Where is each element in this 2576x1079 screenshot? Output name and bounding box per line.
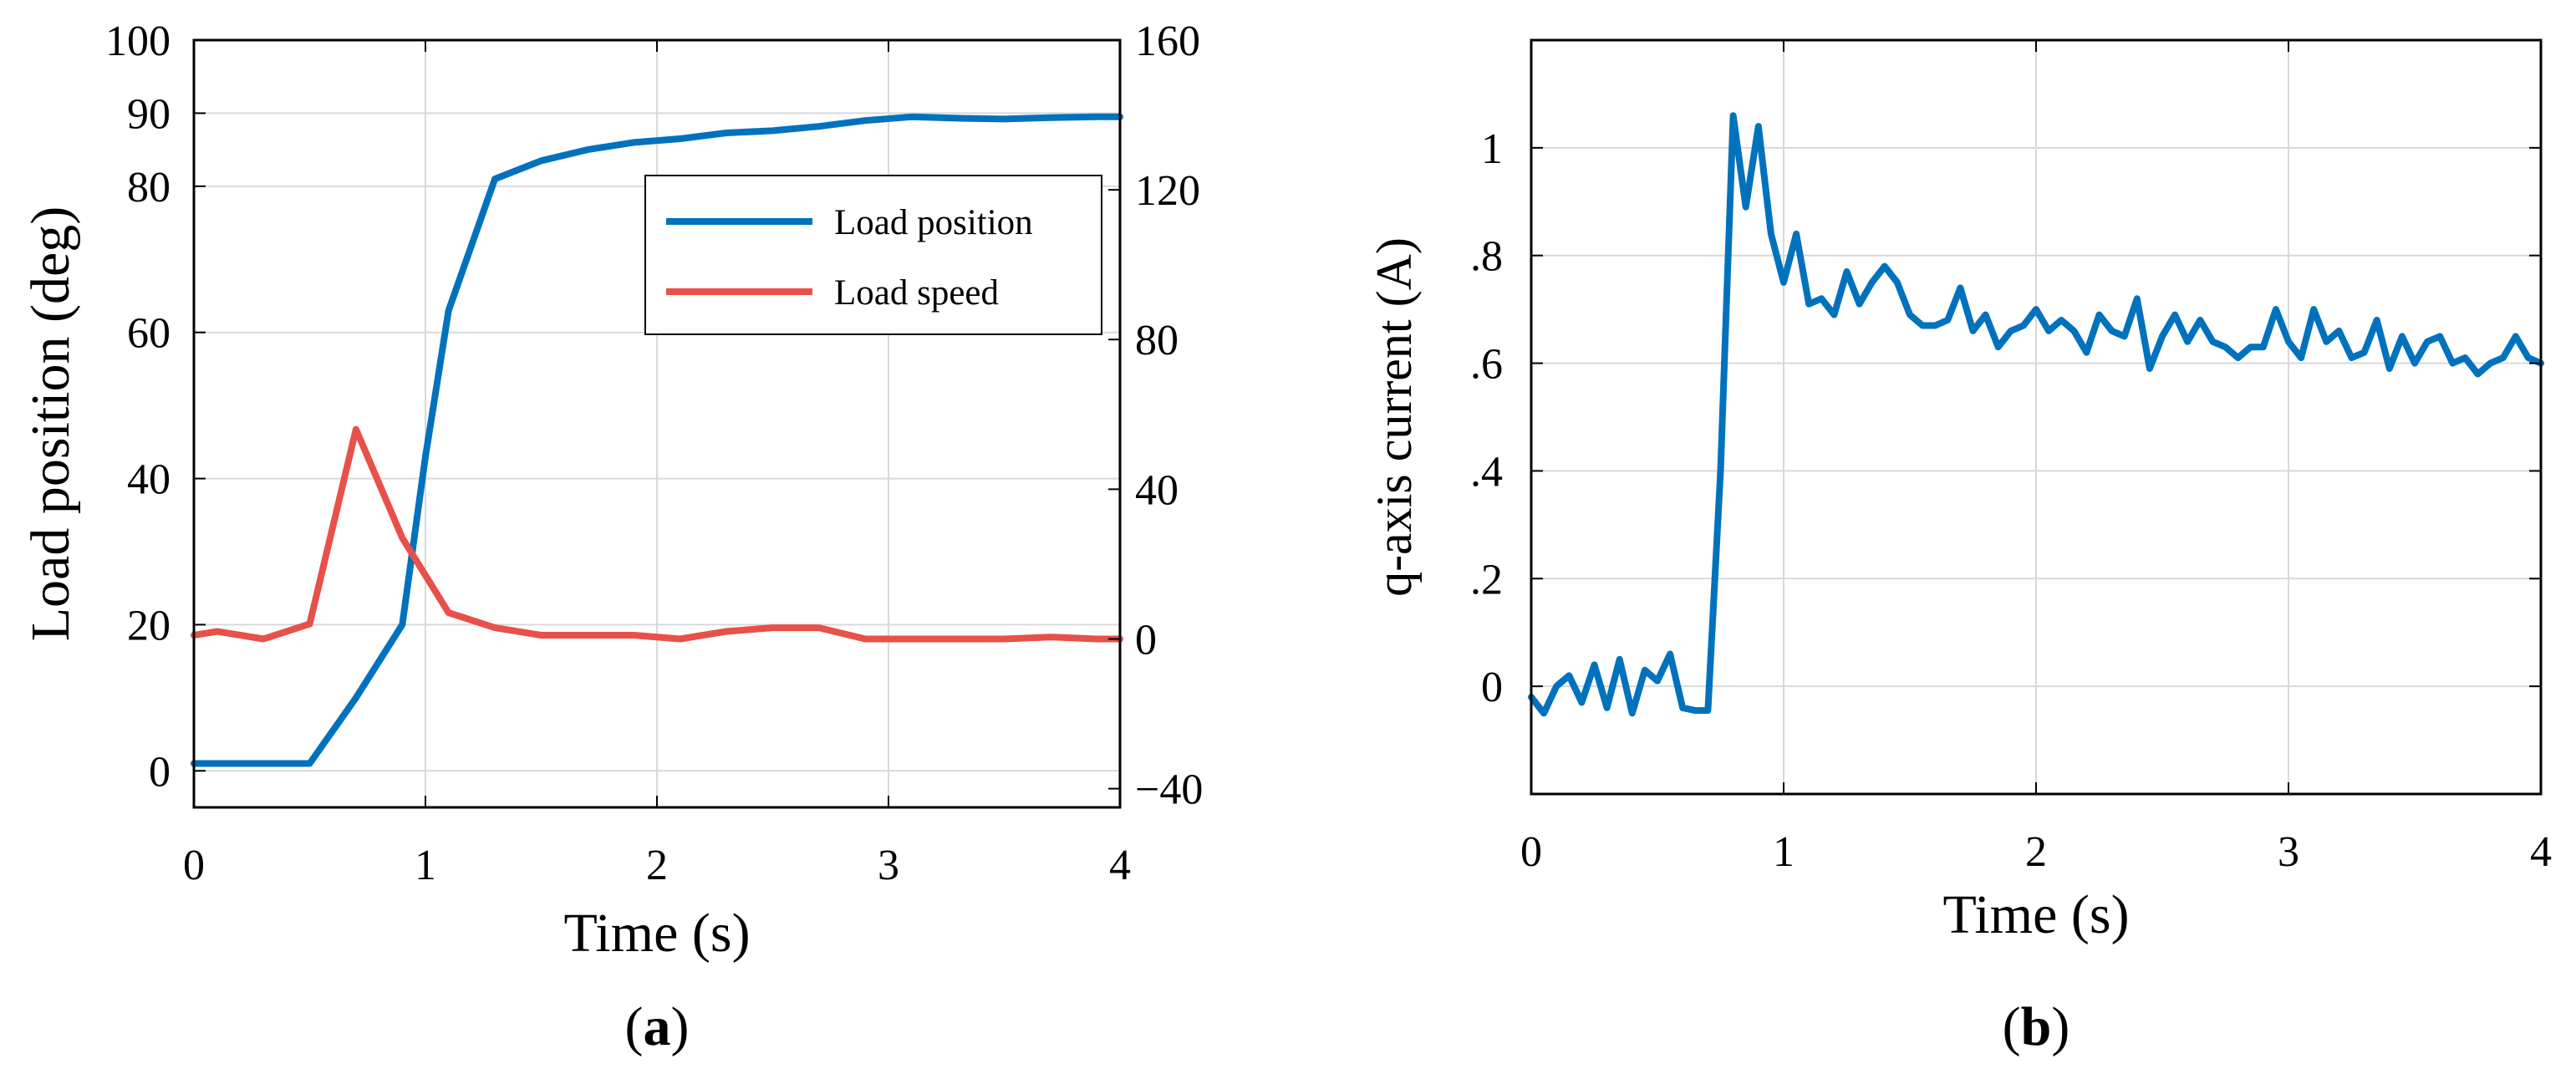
series-line-q-axis-current [1528,112,2544,717]
chart-a-tick-marks [193,39,1121,807]
chart-a-x-axis-label: Time (s) [563,903,750,964]
y2-tick-label: −40 [1135,766,1203,814]
panel-b-label: (b) [2003,996,2070,1057]
y-tick-label: 0 [1481,664,1503,711]
panel-a-label-open: ( [625,996,644,1057]
legend-entry-label: Load position [834,203,1033,242]
panel-b-label-open: ( [2003,996,2021,1057]
x-tick-label: 2 [2025,828,2047,876]
x-tick-label: 4 [1109,842,1131,889]
chart-b-gridlines [1531,40,2541,794]
chart-a-series-lines [191,113,1123,767]
y2-tick-label: 0 [1135,616,1157,664]
y2-tick-label: 160 [1135,18,1200,65]
y-tick-label: 100 [105,18,171,65]
panel-a-label-close: ) [671,996,690,1057]
legend-box [644,175,1102,335]
chart-a-gridlines [194,40,1120,807]
x-tick-label: 2 [646,842,668,889]
chart-b-series-lines [1528,112,2544,717]
chart-a-legend: Load position Load speed [644,175,1102,335]
y-tick-label: .2 [1470,556,1503,603]
chart-b-tick-labels: 0 1 2 3 4 0 .2 .4 .6 .8 1 [1470,125,2552,876]
y2-tick-label: 40 [1135,466,1179,514]
x-tick-label: 0 [183,842,205,889]
x-tick-label: 1 [415,842,436,889]
x-tick-label: 3 [878,842,899,889]
y-tick-label: 80 [127,164,171,211]
chart-b-x-axis-label: Time (s) [1942,884,2129,945]
y-tick-label: .8 [1470,233,1503,281]
series-line-load-speed [191,425,1123,643]
x-tick-label: 1 [1773,828,1795,876]
panel-a-label: (a) [625,996,690,1057]
chart-a-y-axis-label: Load position (deg) [20,206,81,642]
y-tick-label: 40 [127,456,171,504]
chart-b-y-axis-label: q-axis current (A) [1367,237,1422,597]
panel-b-label-close: ) [2051,996,2069,1057]
y-tick-label: 1 [1481,125,1503,173]
y-tick-label: 0 [149,748,171,796]
y-tick-label: .4 [1470,448,1503,496]
chart-b-tick-marks [1530,40,2542,794]
panel-b-label-letter: b [2021,996,2052,1057]
legend-entry-label: Load speed [834,273,999,313]
x-tick-label: 4 [2530,828,2552,876]
x-tick-label: 0 [1520,828,1542,876]
x-tick-label: 3 [2278,828,2299,876]
y2-tick-label: 80 [1135,317,1179,364]
series-line-load-position [191,113,1123,767]
y-tick-label: .6 [1470,341,1503,389]
y-tick-label: 90 [127,90,171,138]
chart-b: 0 1 2 3 4 0 .2 .4 .6 .8 1 Time (s) q-axis current … [1367,38,2552,1057]
y2-tick-label: 120 [1135,167,1200,215]
panel-a-label-letter: a [644,996,671,1057]
y-tick-label: 60 [127,310,171,358]
y-tick-label: 20 [127,602,171,649]
